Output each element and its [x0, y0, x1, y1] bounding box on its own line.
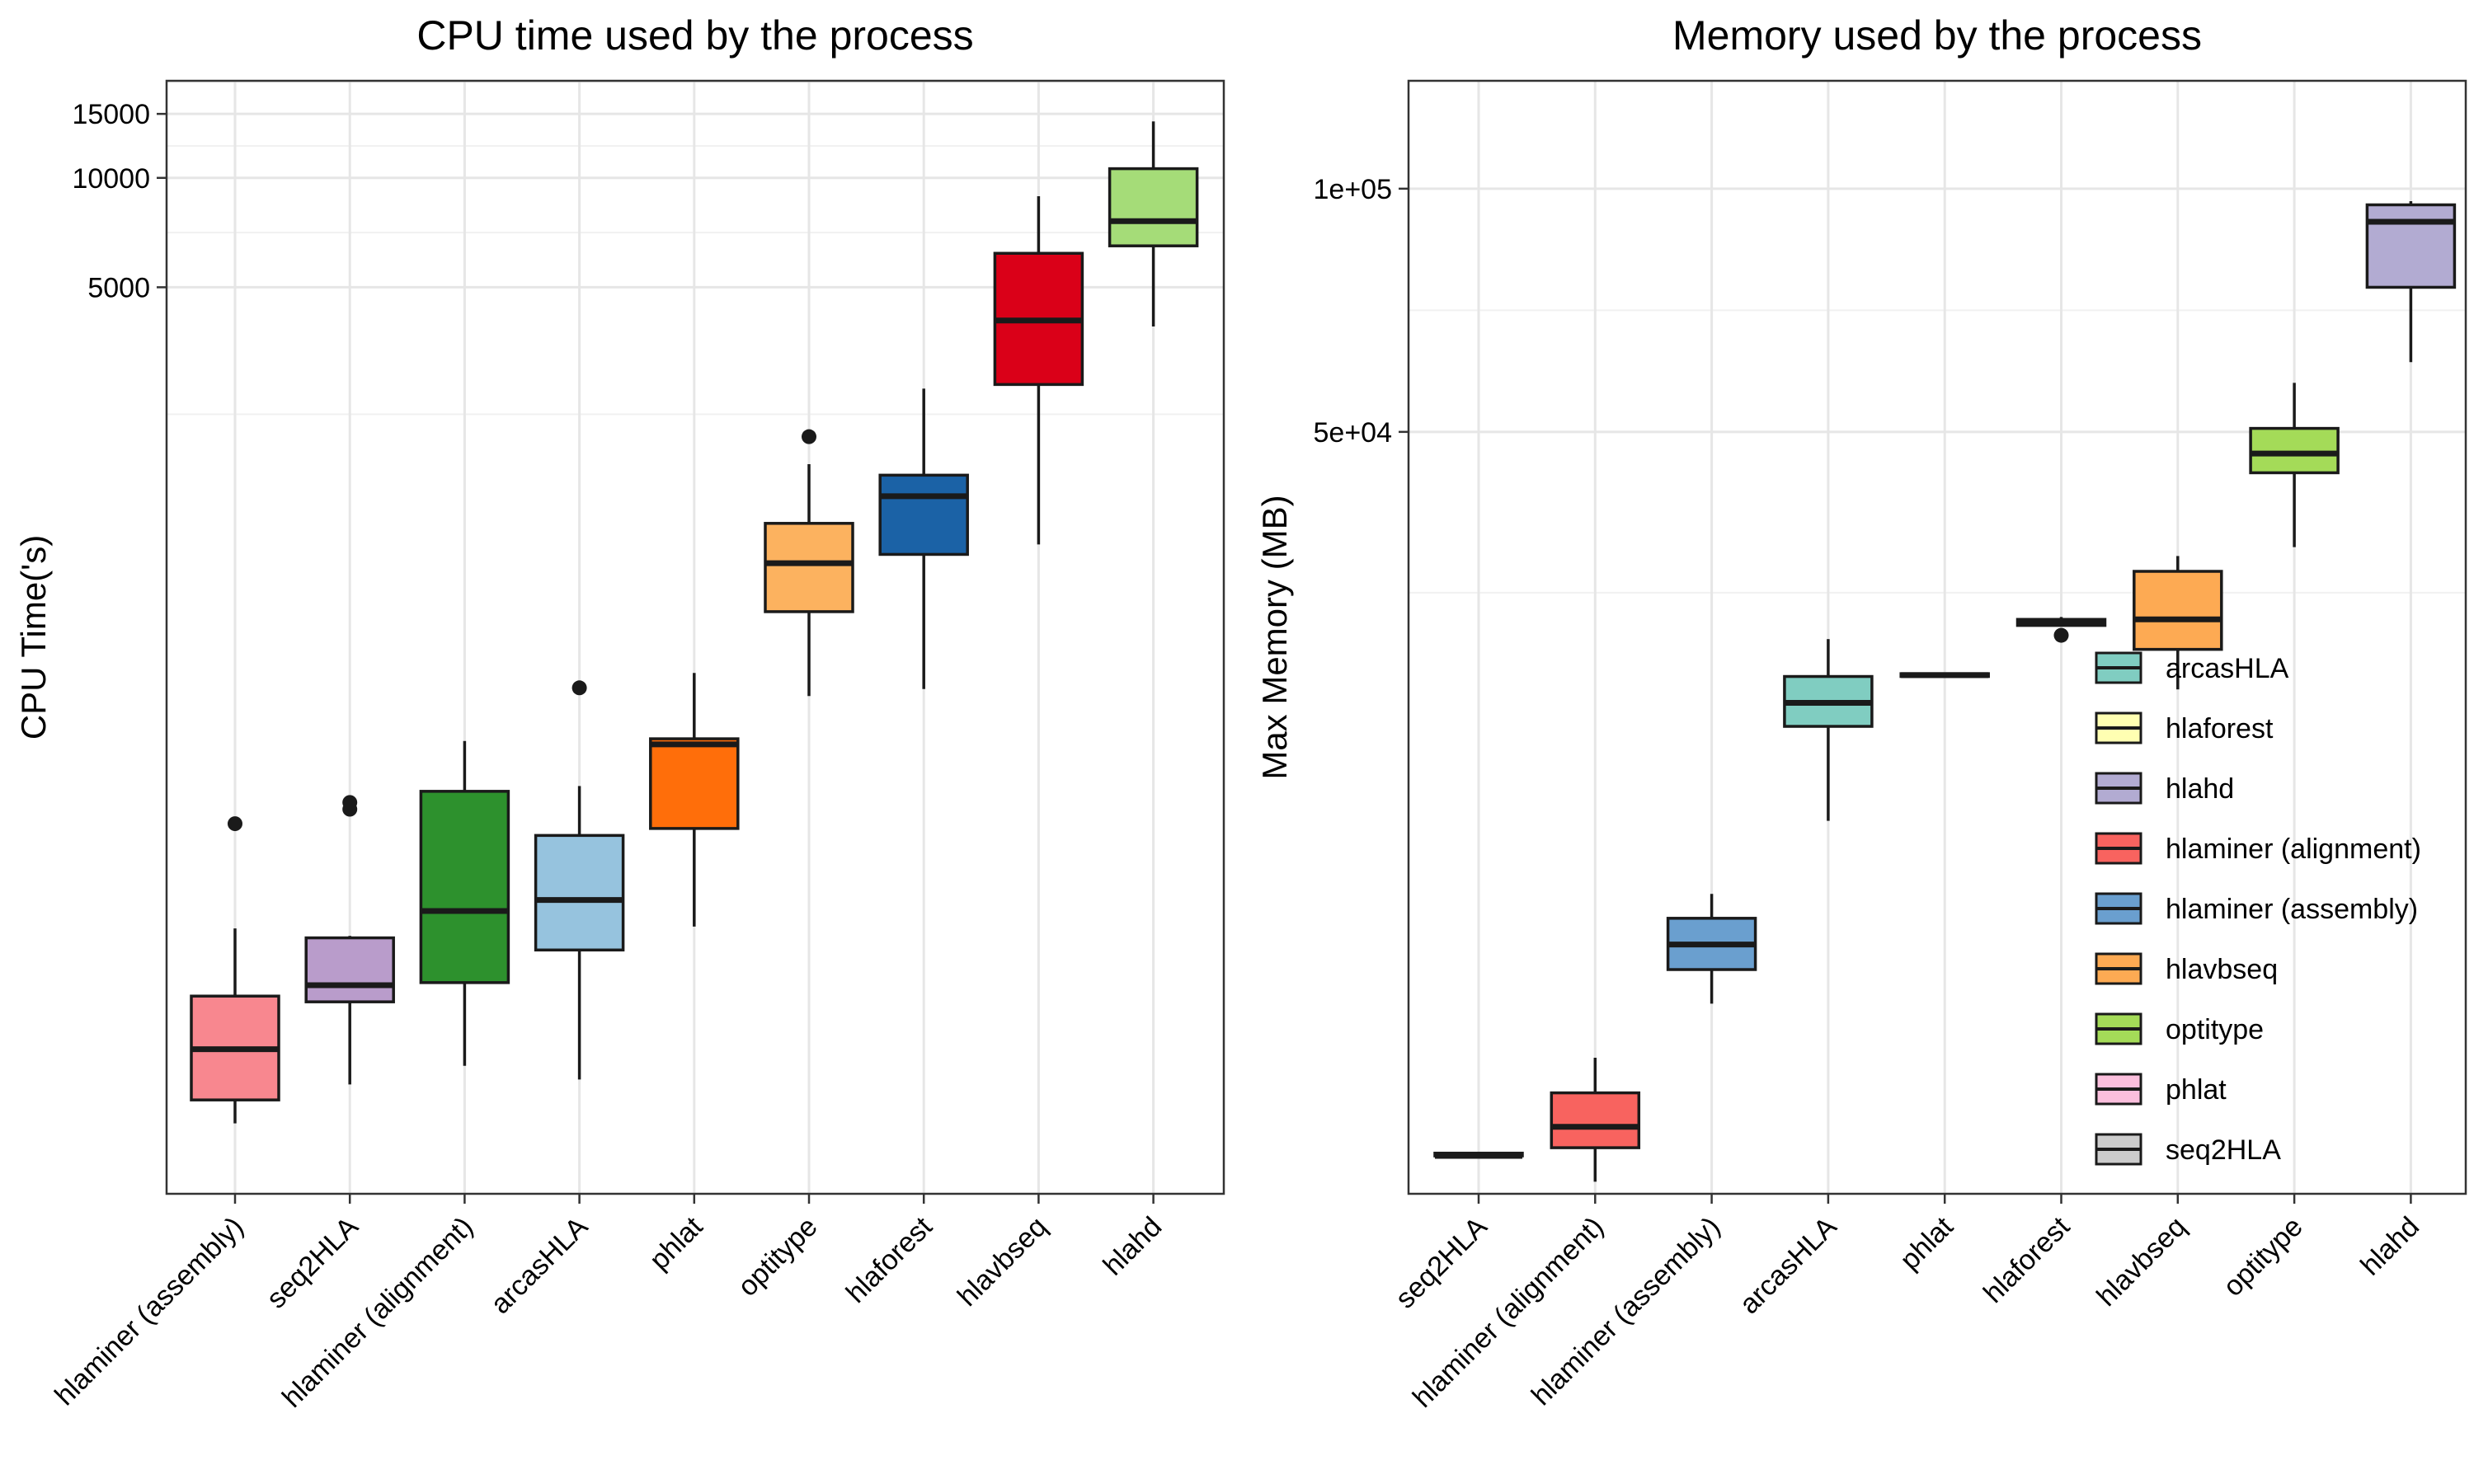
box-arcashla [534, 680, 625, 1080]
outlier-point [228, 816, 242, 832]
legend-entry: hlaforest [2095, 711, 2274, 744]
legend-label: arcasHLA [2166, 653, 2289, 684]
box-body [2133, 570, 2223, 651]
legend-label: hlaminer (alignment) [2166, 834, 2421, 865]
box-optitype [2249, 383, 2340, 547]
box-hlaforest [878, 388, 969, 689]
box-body [304, 936, 395, 1003]
box-hlaminer-assembly- [1666, 894, 1757, 1004]
chart-title: CPU time used by the process [416, 12, 973, 59]
outlier-point [571, 680, 587, 696]
legend-entry: hlavbseq [2095, 952, 2278, 985]
box-body [1108, 167, 1199, 247]
legend-label: seq2HLA [2166, 1134, 2281, 1166]
chart-title: Memory used by the process [1672, 12, 2202, 59]
y-tick-label: 15000 [72, 99, 150, 130]
outlier-point [802, 429, 816, 444]
box-body [1550, 1091, 1641, 1149]
outlier-point [342, 795, 358, 810]
box-phlat [649, 673, 740, 927]
legend-entry: optitype [2095, 1012, 2264, 1045]
y-tick-label: 10000 [72, 163, 150, 195]
box-hlavbseq [2133, 556, 2223, 690]
y-axis-label: Max Memory (MB) [1255, 495, 1294, 779]
box-hlaminer-alignment- [419, 740, 510, 1066]
box-hlahd [2365, 201, 2457, 363]
panel-border [1407, 79, 2467, 1195]
box-hlaminer-assembly- [190, 816, 280, 1124]
legend-entry: hlaminer (alignment) [2095, 832, 2421, 865]
legend-entry: seq2HLA [2095, 1133, 2281, 1166]
legend-label: hlahd [2166, 773, 2234, 805]
box-body [764, 522, 854, 613]
box-optitype [764, 429, 854, 697]
y-tick-label: 5e+04 [1314, 417, 1393, 448]
legend-label: hlavbseq [2166, 954, 2278, 985]
box-hlahd [1108, 121, 1199, 326]
legend-label: hlaminer (assembly) [2166, 894, 2418, 925]
legend-label: phlat [2166, 1074, 2227, 1106]
box-hlavbseq [993, 196, 1084, 545]
legend-entry: arcasHLA [2095, 651, 2289, 684]
legend-label: optitype [2166, 1014, 2264, 1045]
y-tick-label: 5000 [87, 272, 150, 303]
box-hlaforest [2015, 617, 2107, 643]
legend-entry: hlaminer (assembly) [2095, 892, 2418, 925]
plot-panel [1409, 81, 2466, 1194]
y-axis-label: CPU Time('s) [14, 535, 53, 740]
box-seq2hla [304, 795, 395, 1085]
box-hlaminer-alignment- [1550, 1057, 1641, 1182]
box-phlat [1899, 672, 1990, 679]
memory-chart: Memory used by the process Max Memory (MB… [1255, 12, 2467, 1414]
legend-label: hlaforest [2166, 713, 2274, 744]
box-body [878, 473, 969, 556]
legend: arcasHLA hlaforest hlahd hlaminer (alignmen… [2095, 651, 2421, 1166]
y-tick-label: 1e+05 [1314, 174, 1393, 205]
outlier-point [2053, 627, 2069, 643]
box-body [419, 790, 510, 984]
box-body [2365, 203, 2457, 289]
legend-entry: phlat [2095, 1073, 2227, 1106]
box-seq2hla [1433, 1151, 1524, 1159]
legend-entry: hlahd [2095, 772, 2234, 805]
box-body [534, 834, 625, 952]
panel-border [165, 79, 1225, 1195]
box-body [2249, 426, 2340, 475]
box-body [649, 737, 740, 830]
box-arcashla [1783, 639, 1874, 821]
